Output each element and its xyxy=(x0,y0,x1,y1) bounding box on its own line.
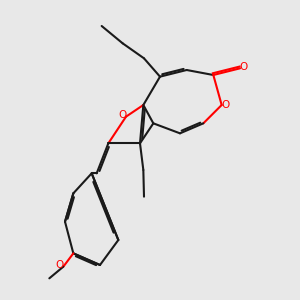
Text: O: O xyxy=(118,110,127,120)
Text: O: O xyxy=(56,260,64,270)
Text: O: O xyxy=(239,62,248,72)
Text: O: O xyxy=(221,100,230,110)
